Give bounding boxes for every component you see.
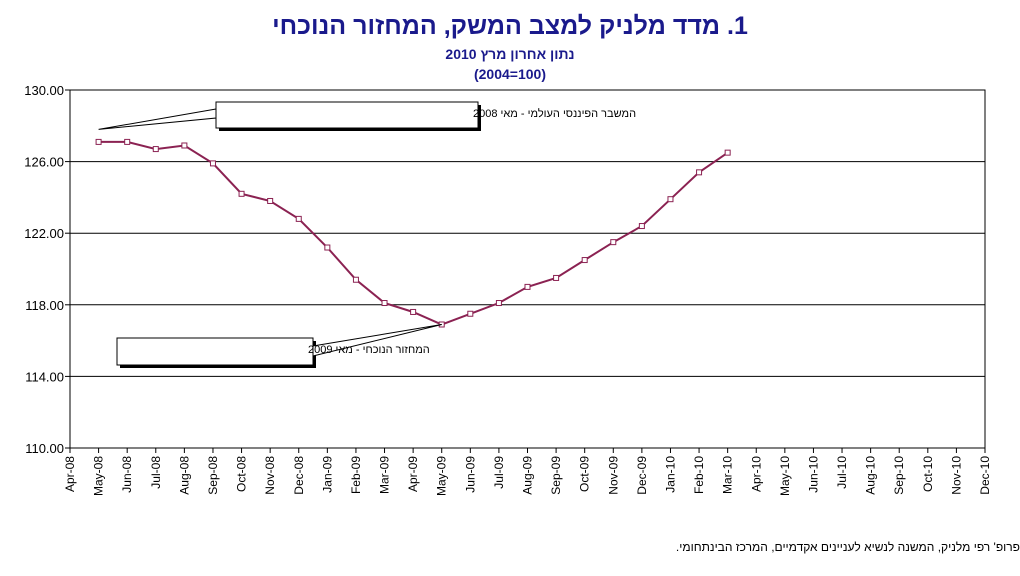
plot-area	[69, 89, 986, 449]
callout-box	[215, 101, 479, 129]
data-point	[667, 196, 674, 203]
x-tick-label: Mar-10	[721, 456, 735, 494]
y-tick-label: 110.00	[25, 441, 64, 456]
data-point	[295, 215, 302, 222]
data-point	[495, 300, 502, 307]
y-tick-label: 126.00	[24, 155, 64, 170]
y-tick-label: 122.00	[24, 226, 64, 241]
data-point	[410, 308, 417, 315]
data-point	[267, 197, 274, 204]
data-point	[238, 190, 245, 197]
y-tick-label: 118.00	[25, 298, 64, 313]
x-tick-label: Nov-09	[606, 456, 620, 495]
chart-title: 1. מדד מלניק למצב המשק, המחזור הנוכחי	[272, 12, 748, 40]
x-tick-label: Jan-09	[320, 456, 334, 493]
x-tick-label: Feb-10	[692, 456, 706, 494]
x-tick-label: Aug-08	[177, 456, 191, 495]
x-tick-label: Apr-09	[406, 456, 420, 492]
x-tick-label: Apr-08	[63, 456, 77, 492]
x-tick-label: Nov-08	[263, 456, 277, 495]
data-point	[553, 274, 560, 281]
data-point	[209, 160, 216, 167]
callout-box	[116, 337, 314, 366]
x-tick-label: Dec-08	[292, 456, 306, 495]
chart-subtitle-base: (2004=100)	[473, 66, 546, 82]
x-tick-label: May-08	[92, 456, 106, 496]
x-tick-label: Jun-09	[463, 456, 477, 493]
callout-label: המחזור הנוכחי - מאי 2009	[308, 344, 430, 356]
x-tick-label: May-09	[435, 456, 449, 496]
x-tick-label: Oct-10	[921, 456, 935, 492]
x-tick-label: Jan-10	[663, 456, 677, 493]
data-point	[152, 146, 159, 153]
x-tick-label: Oct-09	[578, 456, 592, 492]
x-tick-label: Feb-09	[349, 456, 363, 494]
data-point	[610, 239, 617, 246]
x-tick-label: Aug-09	[521, 456, 535, 495]
x-tick-label: Jul-10	[835, 456, 849, 489]
data-point	[95, 138, 102, 145]
data-point	[324, 244, 331, 251]
y-tick-label: 114.00	[25, 369, 64, 384]
x-tick-label: Jul-09	[492, 456, 506, 489]
footer-credit: פרופ' רפי מלניק, המשנה לנשיא לעניינים אק…	[675, 540, 1020, 554]
data-point	[524, 283, 531, 290]
callout-pointer	[312, 323, 442, 357]
callout-pointer	[98, 108, 217, 130]
data-point	[467, 310, 474, 317]
data-point	[124, 138, 131, 145]
data-point	[352, 276, 359, 283]
data-point	[724, 149, 731, 156]
x-tick-label: Dec-09	[635, 456, 649, 495]
x-tick-label: Aug-10	[864, 456, 878, 495]
data-point	[181, 142, 188, 149]
data-point	[381, 300, 388, 307]
x-tick-label: Jun-10	[806, 456, 820, 493]
data-point	[696, 169, 703, 176]
x-tick-label: Nov-10	[949, 456, 963, 495]
x-tick-label: Sep-10	[892, 456, 906, 495]
x-tick-label: Jul-08	[149, 456, 163, 489]
x-tick-label: Dec-10	[978, 456, 992, 495]
chart-subtitle: נתון אחרון מרץ 2010	[445, 46, 575, 62]
x-tick-label: Sep-09	[549, 456, 563, 495]
x-tick-label: Oct-08	[235, 456, 249, 492]
data-point	[638, 223, 645, 230]
y-tick-label: 130.00	[24, 83, 64, 98]
x-tick-label: Sep-08	[206, 456, 220, 495]
data-point	[581, 257, 588, 264]
x-tick-label: May-10	[778, 456, 792, 496]
x-tick-label: Jun-08	[120, 456, 134, 493]
callout-label: המשבר הפיננסי העולמי - מאי 2008	[473, 107, 636, 120]
x-tick-label: Mar-09	[378, 456, 392, 494]
x-tick-label: Apr-10	[749, 456, 763, 492]
